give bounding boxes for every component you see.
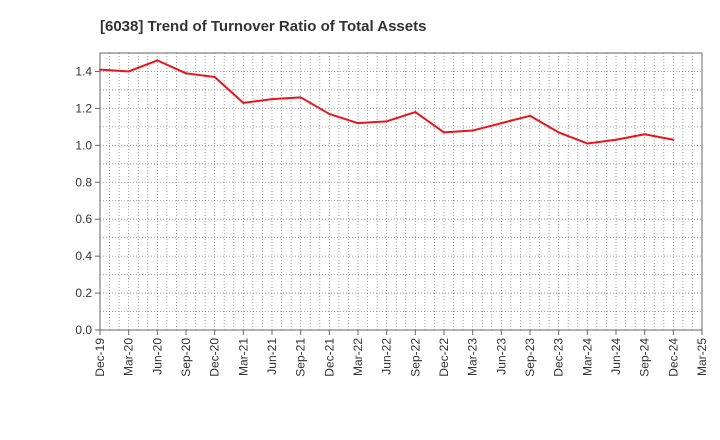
x-tick-label: Mar-22 xyxy=(351,338,365,376)
y-tick-label: 0.8 xyxy=(75,175,92,189)
data-point xyxy=(557,131,560,134)
x-tick-label: Dec-21 xyxy=(322,338,336,377)
data-point xyxy=(443,131,445,134)
x-axis: Dec-19 Mar-20 Jun-20 Sep-20 Dec-20 Mar-21 Jun-… xyxy=(93,330,709,377)
data-point xyxy=(127,70,130,73)
data-point xyxy=(156,59,159,62)
x-tick-label: Sep-23 xyxy=(523,338,537,377)
x-tick-label: Jun-22 xyxy=(380,338,394,375)
x-tick-label: Sep-21 xyxy=(294,338,308,377)
x-tick-label: Jun-24 xyxy=(609,338,623,375)
y-tick-label: 1.0 xyxy=(75,138,92,152)
x-tick-label: Dec-19 xyxy=(93,338,107,377)
chart-title: [6038] Trend of Turnover Ratio of Total … xyxy=(100,18,426,35)
y-tick-label: 1.2 xyxy=(75,101,92,115)
y-tick-label: 0.4 xyxy=(75,249,92,263)
data-point xyxy=(615,138,617,141)
y-tick-label: 1.4 xyxy=(75,64,92,78)
x-tick-label: Sep-22 xyxy=(408,338,422,377)
x-tick-label: Dec-23 xyxy=(552,338,566,377)
x-tick-label: Mar-20 xyxy=(122,338,136,376)
x-tick-label: Mar-23 xyxy=(466,338,480,376)
data-point xyxy=(643,133,646,136)
x-tick-label: Sep-24 xyxy=(638,338,652,377)
plot-frame xyxy=(99,52,703,331)
x-tick-label: Dec-20 xyxy=(208,338,222,377)
y-tick-label: 0.6 xyxy=(75,212,92,226)
x-tick-label: Jun-20 xyxy=(150,338,164,375)
data-point xyxy=(357,122,359,125)
x-tick-label: Mar-21 xyxy=(236,338,250,376)
x-tick-label: Jun-21 xyxy=(265,338,279,375)
data-point xyxy=(414,111,417,114)
data-point xyxy=(500,122,503,125)
data-point xyxy=(299,96,302,99)
data-point xyxy=(385,120,388,123)
grid xyxy=(100,53,702,330)
data-point xyxy=(328,112,331,115)
y-axis: 0.0 0.2 0.4 0.6 0.8 1.0 1.2 1.4 xyxy=(75,64,100,337)
data-point xyxy=(185,72,187,75)
x-tick-label: Sep-20 xyxy=(179,338,193,377)
x-tick-label: Dec-22 xyxy=(437,338,451,377)
x-tick-label: Mar-25 xyxy=(695,338,709,376)
data-point xyxy=(271,98,273,101)
data-point xyxy=(529,114,531,117)
y-tick-label: 0.2 xyxy=(75,286,92,300)
y-tick-label: 0.0 xyxy=(75,323,92,337)
x-tick-label: Dec-24 xyxy=(666,338,680,377)
series-layer xyxy=(99,59,675,145)
data-point xyxy=(586,142,589,145)
data-point xyxy=(213,76,216,79)
data-point xyxy=(672,138,675,141)
data-point xyxy=(99,68,101,71)
data-point xyxy=(471,129,474,132)
data-point xyxy=(242,101,245,104)
x-tick-label: Jun-23 xyxy=(494,338,508,375)
x-tick-label: Mar-24 xyxy=(580,338,594,376)
